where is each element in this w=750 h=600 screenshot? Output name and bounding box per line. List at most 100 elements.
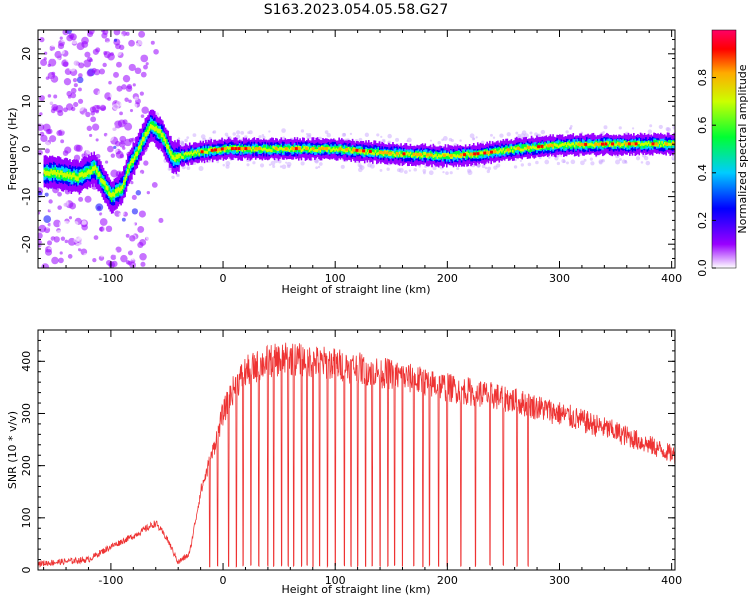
noise-blob [39,112,43,116]
ridge-cell [419,154,421,160]
ridge-cell [627,143,630,149]
ridge-cell [366,151,369,155]
noise-blob [117,33,124,40]
faint-blob [379,168,383,172]
ridge-cell [301,145,304,151]
faint-blob [515,131,519,135]
ridge-peak [486,151,490,155]
noise-blob [57,42,65,50]
faint-blob [222,163,226,167]
ridge-cell [668,142,670,146]
ridge-cell [61,170,63,176]
faint-blob [186,166,191,170]
ridge-cell [560,143,562,147]
ridge-cell [525,144,527,150]
noise-blob [58,220,67,229]
ridge-cell [63,172,66,178]
noise-blob [81,220,87,226]
faint-blob [186,136,190,140]
ridge-cell [394,151,397,157]
ridge-cell [511,149,514,153]
ridge-cell [509,146,511,152]
ridge-cell [53,169,55,175]
ridge-cell [241,148,244,152]
noise-blob [101,32,108,39]
ridge-cell [180,152,183,158]
ridge-peak [550,144,554,148]
ridge-cell [105,185,108,190]
ridge-cell [509,149,511,153]
ridge-cell [649,143,651,147]
ridge-cell [622,142,624,146]
ridge-cell [246,146,249,150]
faint-blob [408,169,412,172]
noise-blob [71,51,78,59]
noise-blob [129,235,136,242]
noise-blob [146,191,150,195]
ridge-cell [197,149,199,153]
faint-blob [342,133,346,136]
ridge-peak [449,154,453,158]
faint-blob [315,166,319,170]
ridge-cell [614,139,616,148]
ridge-peak [473,152,477,156]
ridge-cell [466,153,468,160]
faint-blob [484,166,488,170]
x-tick-label: -100 [98,574,123,587]
noise-blob [78,52,86,60]
ridge-cell [316,148,319,152]
ridge-peak [493,150,497,154]
ridge-cell [637,141,639,145]
ridge-cell [117,187,120,197]
noise-blob [49,39,57,48]
ridge-cell [572,142,575,146]
ridge-cell [350,150,353,154]
faint-blob [300,161,305,166]
ridge-cell [114,189,117,194]
ridge-peak [224,147,228,151]
noise-blob [123,60,129,66]
ridge-cell [520,142,522,151]
ridge-peak [600,142,604,146]
noise-blob [122,201,126,205]
faint-blob [396,168,401,173]
noise-blob [73,83,78,88]
ridge-cell [658,140,661,144]
noise-blob [54,89,62,96]
ridge-cell [184,152,187,159]
ridge-peak [537,145,541,149]
ridge-cell [521,148,523,152]
ridge-cell [409,151,412,155]
ridge-cell [643,142,646,146]
y-tick-label: 300 [20,403,33,424]
colorbar-ticks: 0.0 0.2 0.4 0.6 0.8 [696,69,716,277]
ridge-cell [534,146,537,150]
ridge-cell [503,147,506,153]
ridge-cell [209,148,211,157]
faint-blob [287,164,291,169]
ridge-cell [268,148,270,152]
noise-blob [99,68,106,75]
ridge-cell [320,145,323,149]
ridge-cell [229,146,231,150]
faint-blob [603,125,608,130]
ridge-cell [168,148,171,154]
ridge-cell [524,144,526,150]
ridge-cell [44,171,47,176]
ridge-cell [233,146,235,155]
faint-blob [534,132,538,137]
ridge-cell [589,142,592,149]
faint-blob [535,160,539,165]
faint-blob [469,133,475,139]
noise-blob [80,238,89,247]
noise-blob [110,52,114,56]
faint-blob [513,165,518,169]
ridge-cell [133,155,136,161]
ridge-cell [447,153,449,159]
ridge-peak [254,147,258,151]
ridge-cell [136,151,139,156]
ridge-peak [237,147,241,151]
ridge-cell [315,149,318,153]
